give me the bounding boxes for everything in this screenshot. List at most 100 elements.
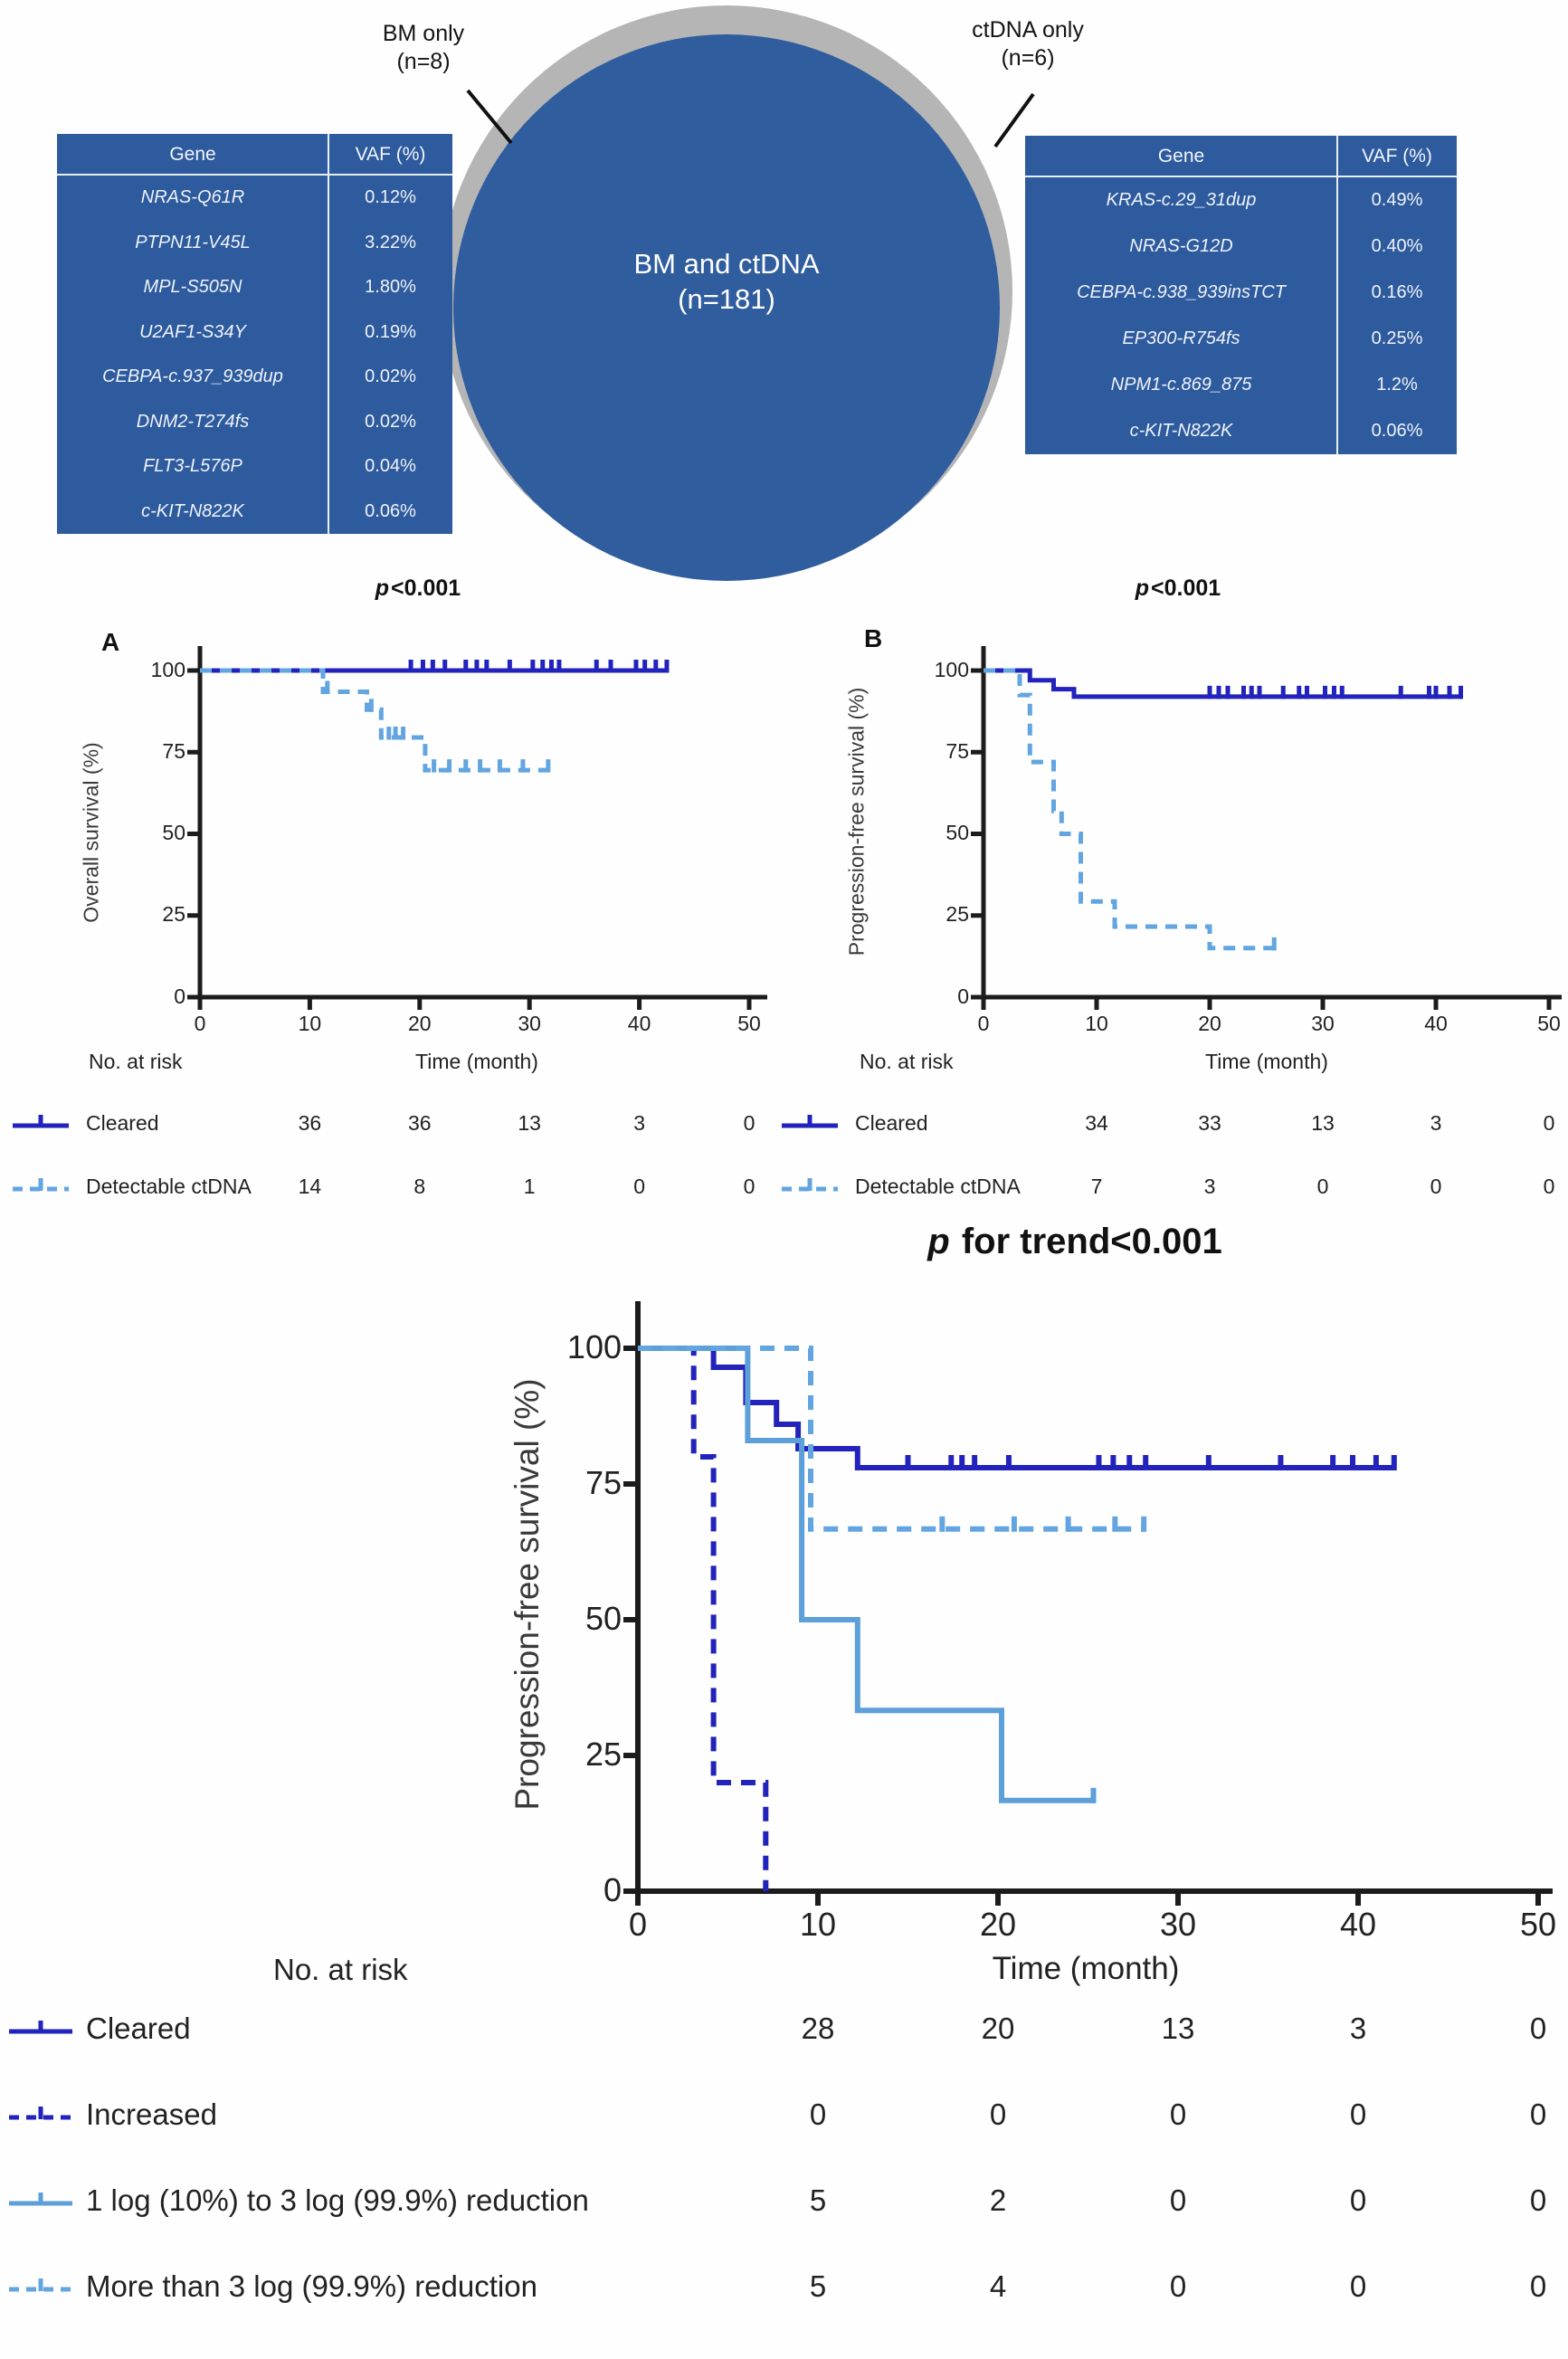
gene-vaf-table-left: Gene VAF (%) NRAS-Q61R 0.12% PTPN11-V45L 3.22… <box>57 134 452 534</box>
risk-count: 0 <box>633 1175 645 1198</box>
panel-a-xlabel: Time (month) <box>415 1050 538 1073</box>
table-cell-vaf: 0.12% <box>365 187 416 208</box>
table-header-gene: Gene <box>1157 146 1205 166</box>
y-tick-label: 25 <box>584 1735 622 1773</box>
risk-count: 3 <box>1203 1175 1216 1198</box>
table-cell-gene: c-KIT-N822K <box>1129 421 1233 441</box>
risk-count: 13 <box>1311 1111 1335 1135</box>
x-tick-label: 10 <box>1085 1012 1108 1035</box>
risk-row-label: 1 log (10%) to 3 log (99.9%) reduction <box>86 2183 589 2217</box>
y-tick-label: 100 <box>150 657 185 681</box>
risk-count: 0 <box>1430 1175 1442 1198</box>
risk-row-label: Cleared <box>86 1111 159 1135</box>
km-curve <box>200 668 550 773</box>
venn-callout-ctdna-only-line1: ctDNA only <box>972 17 1084 43</box>
table-header-divider <box>57 174 452 176</box>
x-tick-label: 20 <box>979 1906 1017 1943</box>
y-tick-label: 100 <box>934 657 969 681</box>
table-cell-vaf: 1.2% <box>1376 375 1418 395</box>
legend-swatch-detectable-ctdna <box>13 1178 69 1192</box>
panel-a-title-p: p <box>375 575 390 601</box>
y-tick-label: 75 <box>946 738 969 763</box>
table-header-vaf: VAF (%) <box>1362 146 1432 166</box>
y-tick-label: 75 <box>584 1463 622 1501</box>
risk-count: 0 <box>809 2097 827 2131</box>
risk-count: 0 <box>1543 1111 1555 1135</box>
gene-vaf-table-right: Gene VAF (%) KRAS-c.29_31dup 0.49% NRAS-G12D… <box>1025 136 1457 454</box>
x-tick-label: 20 <box>408 1012 432 1035</box>
risk-count: 33 <box>1198 1111 1221 1135</box>
legend-swatch-increased <box>9 2107 72 2120</box>
series-more-than-3-log-99-9-reduction <box>638 1346 1147 1532</box>
venn-left-pointer-line <box>466 89 513 145</box>
table-cell-vaf: 0.19% <box>365 321 416 342</box>
table-cell-vaf: 0.02% <box>365 366 416 387</box>
table-cell-gene: MPL-S505N <box>143 277 242 298</box>
x-tick-label: 0 <box>628 1906 648 1943</box>
venn-center-label: BM and ctDNA (n=181) <box>633 246 819 317</box>
risk-count: 0 <box>1169 2269 1187 2303</box>
table-cell-gene: U2AF1-S34Y <box>139 321 246 342</box>
table-cell-vaf: 0.25% <box>1371 328 1423 348</box>
venn-blue-circle <box>453 34 1000 581</box>
table-cell-vaf: 0.06% <box>365 500 416 521</box>
series-detectable-ctdna <box>984 668 1277 951</box>
km-curve <box>984 668 1462 699</box>
table-cell-gene: c-KIT-N822K <box>141 500 244 521</box>
risk-count: 0 <box>1529 2097 1547 2131</box>
risk-count: 28 <box>801 2012 835 2045</box>
y-tick-label: 0 <box>957 984 969 1008</box>
y-tick-label: 25 <box>162 902 185 927</box>
y-tick-label: 0 <box>603 1870 622 1908</box>
risk-count: 0 <box>1529 2269 1547 2303</box>
km-curve <box>638 1346 1146 1532</box>
venn-right-pointer-line <box>993 92 1035 148</box>
panel-b-title-p: p <box>1135 575 1150 601</box>
series-detectable-ctdna <box>200 668 551 773</box>
risk-count: 34 <box>1085 1111 1108 1135</box>
trend-title-value: for trend<0.001 <box>951 1222 1222 1261</box>
table-cell-gene: NPM1-c.869_875 <box>1110 375 1252 395</box>
panel-b-title-value: <0.001 <box>1151 575 1221 601</box>
table-cell-gene: EP300-R754fs <box>1122 328 1240 348</box>
chart-A <box>187 646 767 1010</box>
risk-count: 20 <box>981 2012 1015 2045</box>
venn-center-label-line1: BM and ctDNA <box>633 248 820 280</box>
panel-b-title: p<0.001 <box>1136 575 1221 602</box>
x-tick-label: 50 <box>1537 1012 1561 1035</box>
x-tick-label: 40 <box>627 1012 651 1035</box>
series-cleared <box>200 660 670 673</box>
y-tick-label: 0 <box>174 984 185 1008</box>
x-tick-label: 10 <box>298 1012 322 1035</box>
x-tick-label: 50 <box>1519 1906 1557 1943</box>
venn-graphics <box>441 5 1035 581</box>
risk-row-label: More than 3 log (99.9%) reduction <box>86 2269 537 2303</box>
risk-count: 1 <box>523 1175 536 1198</box>
risk-count: 0 <box>1529 2012 1547 2045</box>
table-cell-gene: CEBPA-c.938_939insTCT <box>1077 282 1286 302</box>
venn-callout-bm-only: BM only (n=8) <box>383 20 464 76</box>
risk-row-label: Cleared <box>86 2012 191 2045</box>
risk-count: 3 <box>1349 2012 1367 2045</box>
panel-b-no-at-risk-label: No. at risk <box>860 1050 954 1073</box>
risk-count: 36 <box>408 1111 432 1135</box>
km-curve <box>638 1346 1394 1470</box>
axes <box>197 646 767 1000</box>
trend-title: p for trend<0.001 <box>927 1222 1221 1262</box>
venn-callout-bm-only-line2: (n=8) <box>396 49 451 74</box>
table-cell-gene: DNM2-T274fs <box>136 411 250 432</box>
x-tick-label: 0 <box>977 1012 990 1035</box>
risk-count: 0 <box>1349 2097 1367 2131</box>
risk-count: 7 <box>1090 1175 1103 1198</box>
y-tick-label: 50 <box>946 821 969 845</box>
y-tick-label: 100 <box>566 1327 622 1365</box>
table-cell-gene: FLT3-L576P <box>143 456 242 477</box>
risk-count: 0 <box>743 1175 755 1198</box>
x-tick-label: 30 <box>1311 1012 1335 1035</box>
venn-callout-ctdna-only: ctDNA only (n=6) <box>972 16 1084 72</box>
x-tick-label: 20 <box>1198 1012 1221 1035</box>
venn-callout-bm-only-line1: BM only <box>382 21 465 46</box>
km-curve <box>638 1346 1096 1803</box>
series-cleared <box>984 668 1463 699</box>
